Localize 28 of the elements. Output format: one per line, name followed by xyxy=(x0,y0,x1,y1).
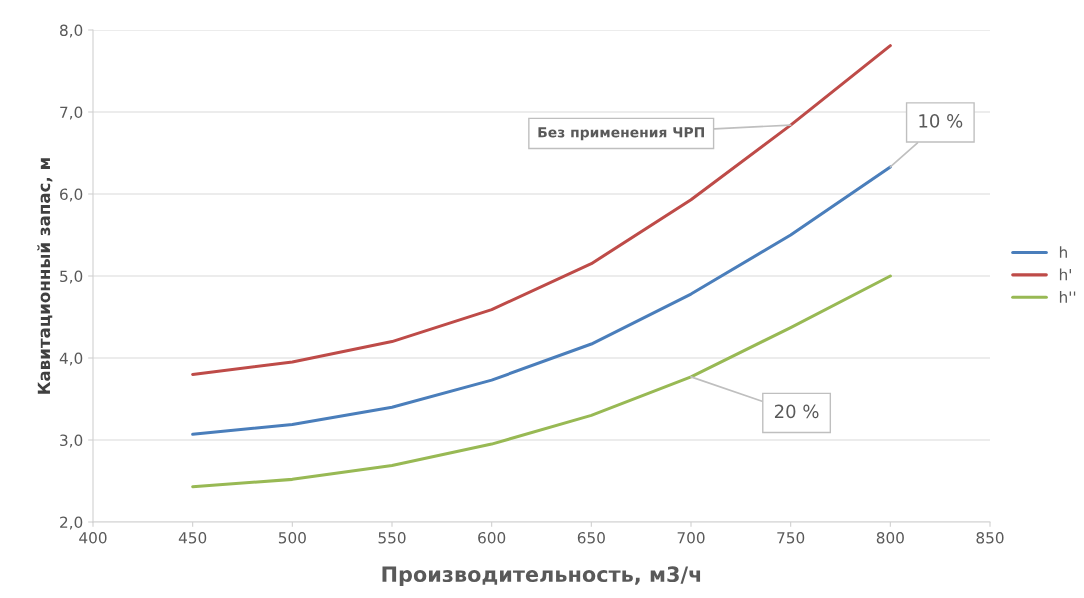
x-tick-label: 750 xyxy=(777,531,805,544)
x-tick-label: 850 xyxy=(976,531,1004,544)
legend-label: h xyxy=(1059,246,1067,258)
x-tick-label: 450 xyxy=(178,531,207,544)
y-tick-label: 5,0 xyxy=(60,270,83,284)
line-series xyxy=(191,274,892,489)
x-tick-label: 600 xyxy=(478,531,506,544)
y-axis-title: Кавитационный запас, м xyxy=(37,158,53,394)
x-tick-label: 550 xyxy=(378,531,406,544)
line-series xyxy=(191,165,892,436)
y-tick-label: 2,0 xyxy=(60,516,83,530)
legend-label: h'' xyxy=(1059,291,1076,303)
annotation: Без применения ЧРП xyxy=(538,127,704,141)
x-axis-title: Производительность, м3/ч xyxy=(382,566,701,587)
x-tick-label: 700 xyxy=(677,531,705,544)
x-tick-label: 800 xyxy=(876,531,904,544)
x-tick-label: 650 xyxy=(577,531,605,544)
line-series xyxy=(191,44,892,376)
annotation: 10 % xyxy=(919,114,963,128)
y-tick-label: 6,0 xyxy=(60,188,83,202)
y-tick-label: 4,0 xyxy=(59,352,83,366)
legend-label: h' xyxy=(1059,268,1071,281)
y-tick-label: 7,0 xyxy=(60,106,83,120)
x-tick-label: 400 xyxy=(79,531,107,544)
y-tick-label: 3,0 xyxy=(60,434,83,448)
x-tick-label: 500 xyxy=(278,531,306,544)
y-tick-label: 8,0 xyxy=(60,24,83,38)
annotation: 20 % xyxy=(774,404,819,419)
